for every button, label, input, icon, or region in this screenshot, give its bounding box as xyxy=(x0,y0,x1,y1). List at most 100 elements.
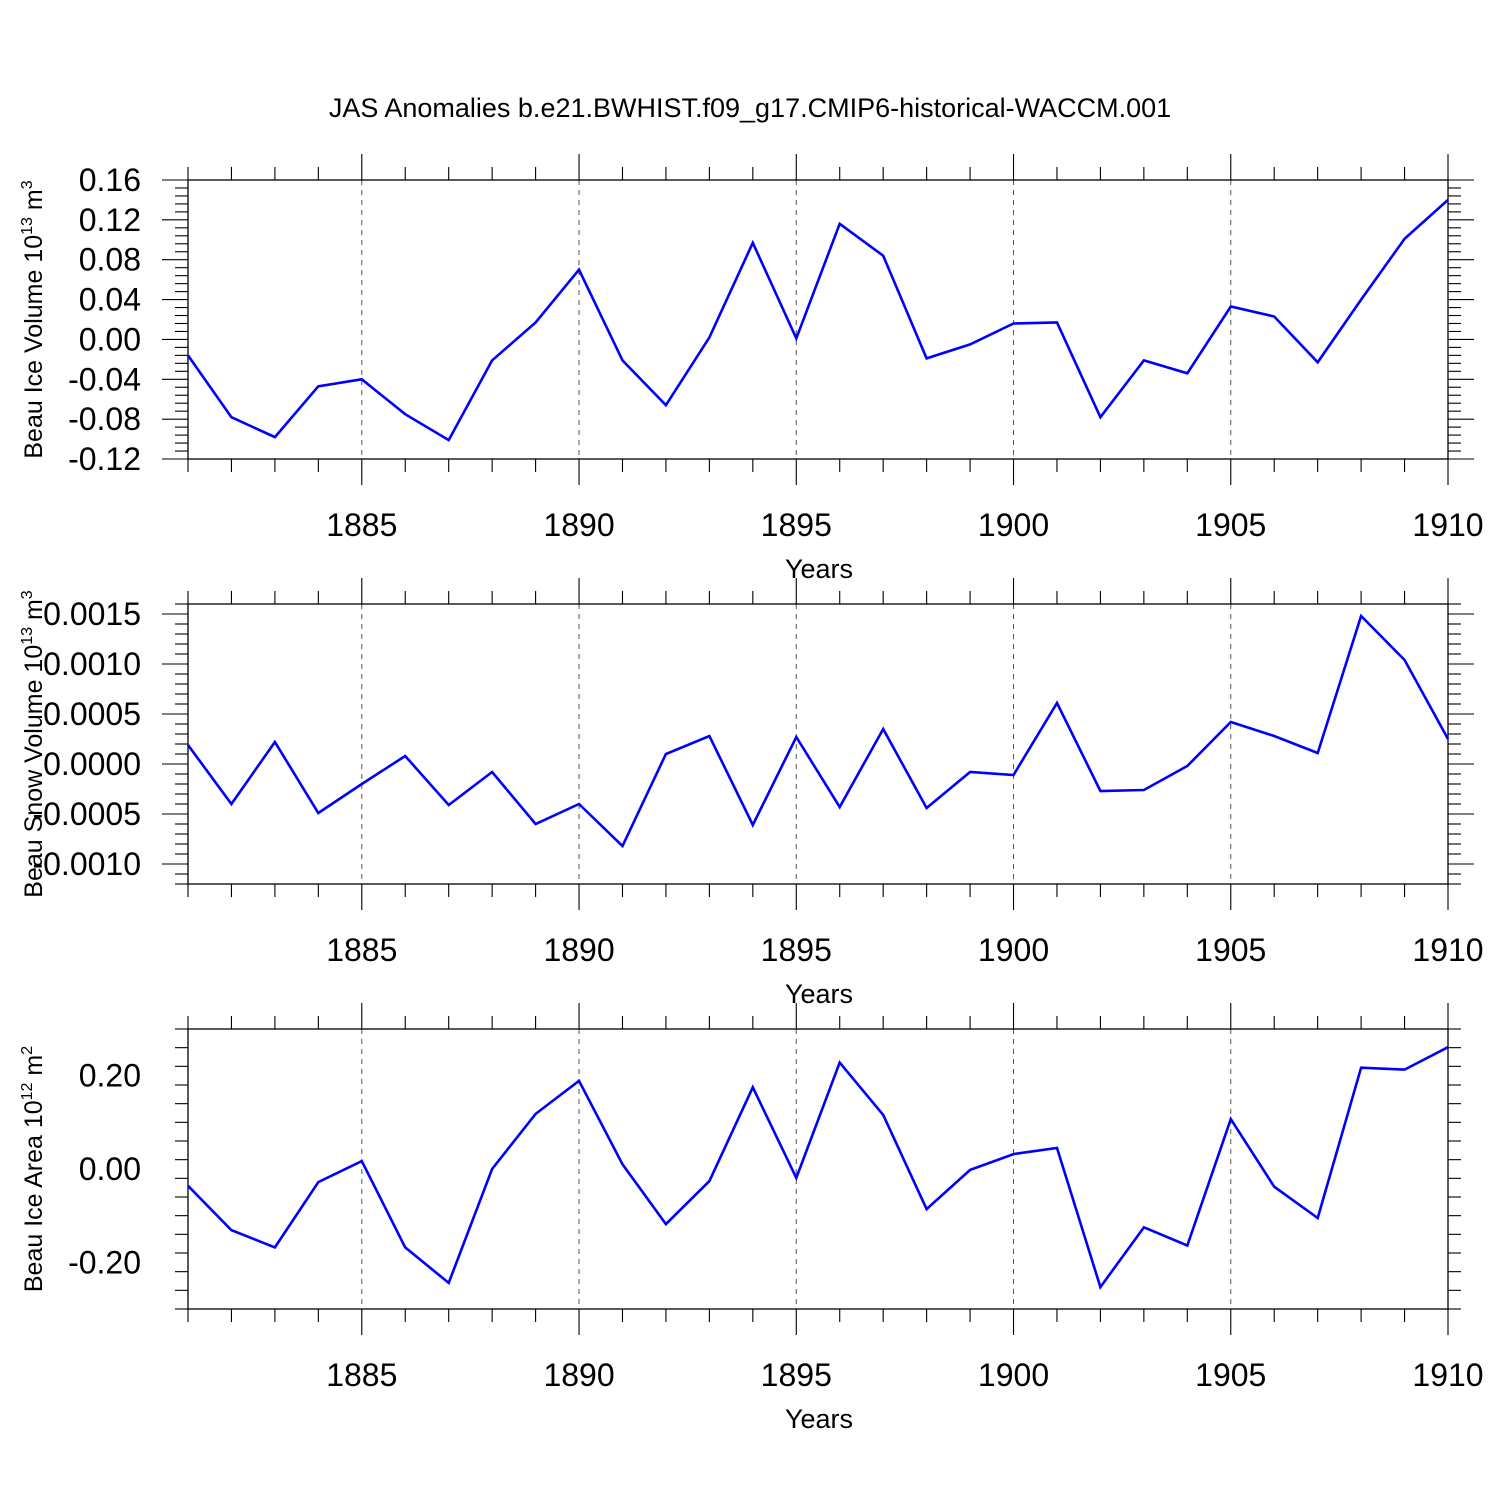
data-point xyxy=(968,770,972,774)
y-tick-label: 0.0000 xyxy=(43,746,141,782)
data-point xyxy=(751,241,755,245)
y-tick-label: 0.16 xyxy=(79,162,141,198)
data-point xyxy=(664,403,668,407)
data-point xyxy=(1446,1045,1450,1049)
x-tick-label: 1885 xyxy=(326,1357,397,1393)
y-axis-label: Beau Ice Volume 1013 m3 xyxy=(19,180,48,458)
x-axis-label: Years xyxy=(785,554,853,584)
data-point xyxy=(447,1281,451,1285)
data-point xyxy=(1403,1068,1407,1072)
data-point xyxy=(403,754,407,758)
data-point xyxy=(1012,773,1016,777)
x-tick-label: 1910 xyxy=(1412,1357,1483,1393)
x-tick-label: 1910 xyxy=(1412,932,1483,968)
data-point xyxy=(186,743,190,747)
data-point xyxy=(794,336,798,340)
x-tick-label: 1900 xyxy=(978,1357,1049,1393)
data-point xyxy=(1446,737,1450,741)
x-tick-label: 1900 xyxy=(978,932,1049,968)
data-point xyxy=(1142,1225,1146,1229)
data-point xyxy=(403,1245,407,1249)
panel-1: -0.12 -0.08 -0.04 0.000.04 0.08 0.12 0.16 1885 1… xyxy=(19,154,1484,584)
x-tick-label: 1905 xyxy=(1195,507,1266,543)
data-point xyxy=(794,1176,798,1180)
data-point xyxy=(186,1184,190,1188)
plot-frame xyxy=(187,1028,1449,1310)
data-point xyxy=(925,356,929,360)
data-point xyxy=(620,844,624,848)
y-tick-label: 0.0010 xyxy=(43,646,141,682)
plot-frame xyxy=(187,179,1449,460)
data-point xyxy=(838,805,842,809)
data-point xyxy=(794,735,798,739)
data-point xyxy=(1359,298,1363,302)
data-point xyxy=(360,377,364,381)
data-point xyxy=(1098,789,1102,793)
data-point xyxy=(1403,658,1407,662)
data-point xyxy=(838,222,842,226)
data-point xyxy=(1055,320,1059,324)
data-point xyxy=(1316,360,1320,364)
data-point xyxy=(229,1228,233,1232)
x-tick-label: 1890 xyxy=(543,507,614,543)
x-axis-label: Years xyxy=(785,1404,853,1434)
data-point xyxy=(403,412,407,416)
data-point xyxy=(1055,701,1059,705)
series-line xyxy=(186,613,1450,849)
data-point xyxy=(707,734,711,738)
data-point xyxy=(316,811,320,815)
y-tick-label: -0.08 xyxy=(68,401,141,437)
data-point xyxy=(490,1167,494,1171)
data-point xyxy=(1098,415,1102,419)
data-point xyxy=(968,342,972,346)
data-point xyxy=(1142,788,1146,792)
data-point xyxy=(447,438,451,442)
data-point xyxy=(664,752,668,756)
data-point xyxy=(577,802,581,806)
data-point xyxy=(1359,614,1363,618)
x-tick-label: 1895 xyxy=(761,932,832,968)
data-point xyxy=(490,770,494,774)
data-point xyxy=(620,358,624,362)
y-tick-label: -0.0005 xyxy=(32,796,141,832)
data-point xyxy=(1012,321,1016,325)
data-point xyxy=(273,435,277,439)
data-point xyxy=(1272,1185,1276,1189)
y-tick-label: 0.0015 xyxy=(43,596,141,632)
data-point xyxy=(1316,751,1320,755)
data-point xyxy=(838,1061,842,1065)
panel-2: -0.0010 -0.0005 0.0000 0.0005 0.0010 0.0015 18… xyxy=(19,578,1484,1009)
data-point xyxy=(1098,1285,1102,1289)
data-point xyxy=(1185,764,1189,768)
series-line xyxy=(186,198,1449,442)
data-point xyxy=(1229,720,1233,724)
data-point xyxy=(577,268,581,272)
data-point xyxy=(1359,1066,1363,1070)
data-point xyxy=(1229,305,1233,309)
x-tick-label: 1895 xyxy=(761,1357,832,1393)
y-tick-label: 0.04 xyxy=(79,282,141,318)
data-point xyxy=(534,822,538,826)
y-tick-label: 0.08 xyxy=(79,242,141,278)
data-point xyxy=(273,740,277,744)
chart-title: JAS Anomalies b.e21.BWHIST.f09_g17.CMIP6… xyxy=(329,93,1171,123)
data-point xyxy=(273,1245,277,1249)
data-point xyxy=(751,1085,755,1089)
data-point xyxy=(707,1179,711,1183)
data-point xyxy=(1185,1244,1189,1248)
data-point xyxy=(881,254,885,258)
data-point xyxy=(1012,1152,1016,1156)
data-point xyxy=(968,1168,972,1172)
panel-3: -0.20 0.00 0.20 1885 1890 1895 1900 1905 1910 Yea… xyxy=(19,1003,1484,1434)
data-point xyxy=(360,782,364,786)
data-point xyxy=(1403,237,1407,241)
data-point xyxy=(534,320,538,324)
y-axis-label: Beau Ice Area 1012 m2 xyxy=(19,1046,48,1292)
x-tick-label: 1885 xyxy=(326,507,397,543)
plot-frame xyxy=(187,603,1449,885)
x-tick-label: 1905 xyxy=(1195,932,1266,968)
data-point xyxy=(316,1180,320,1184)
y-tick-label: -0.04 xyxy=(68,361,141,397)
